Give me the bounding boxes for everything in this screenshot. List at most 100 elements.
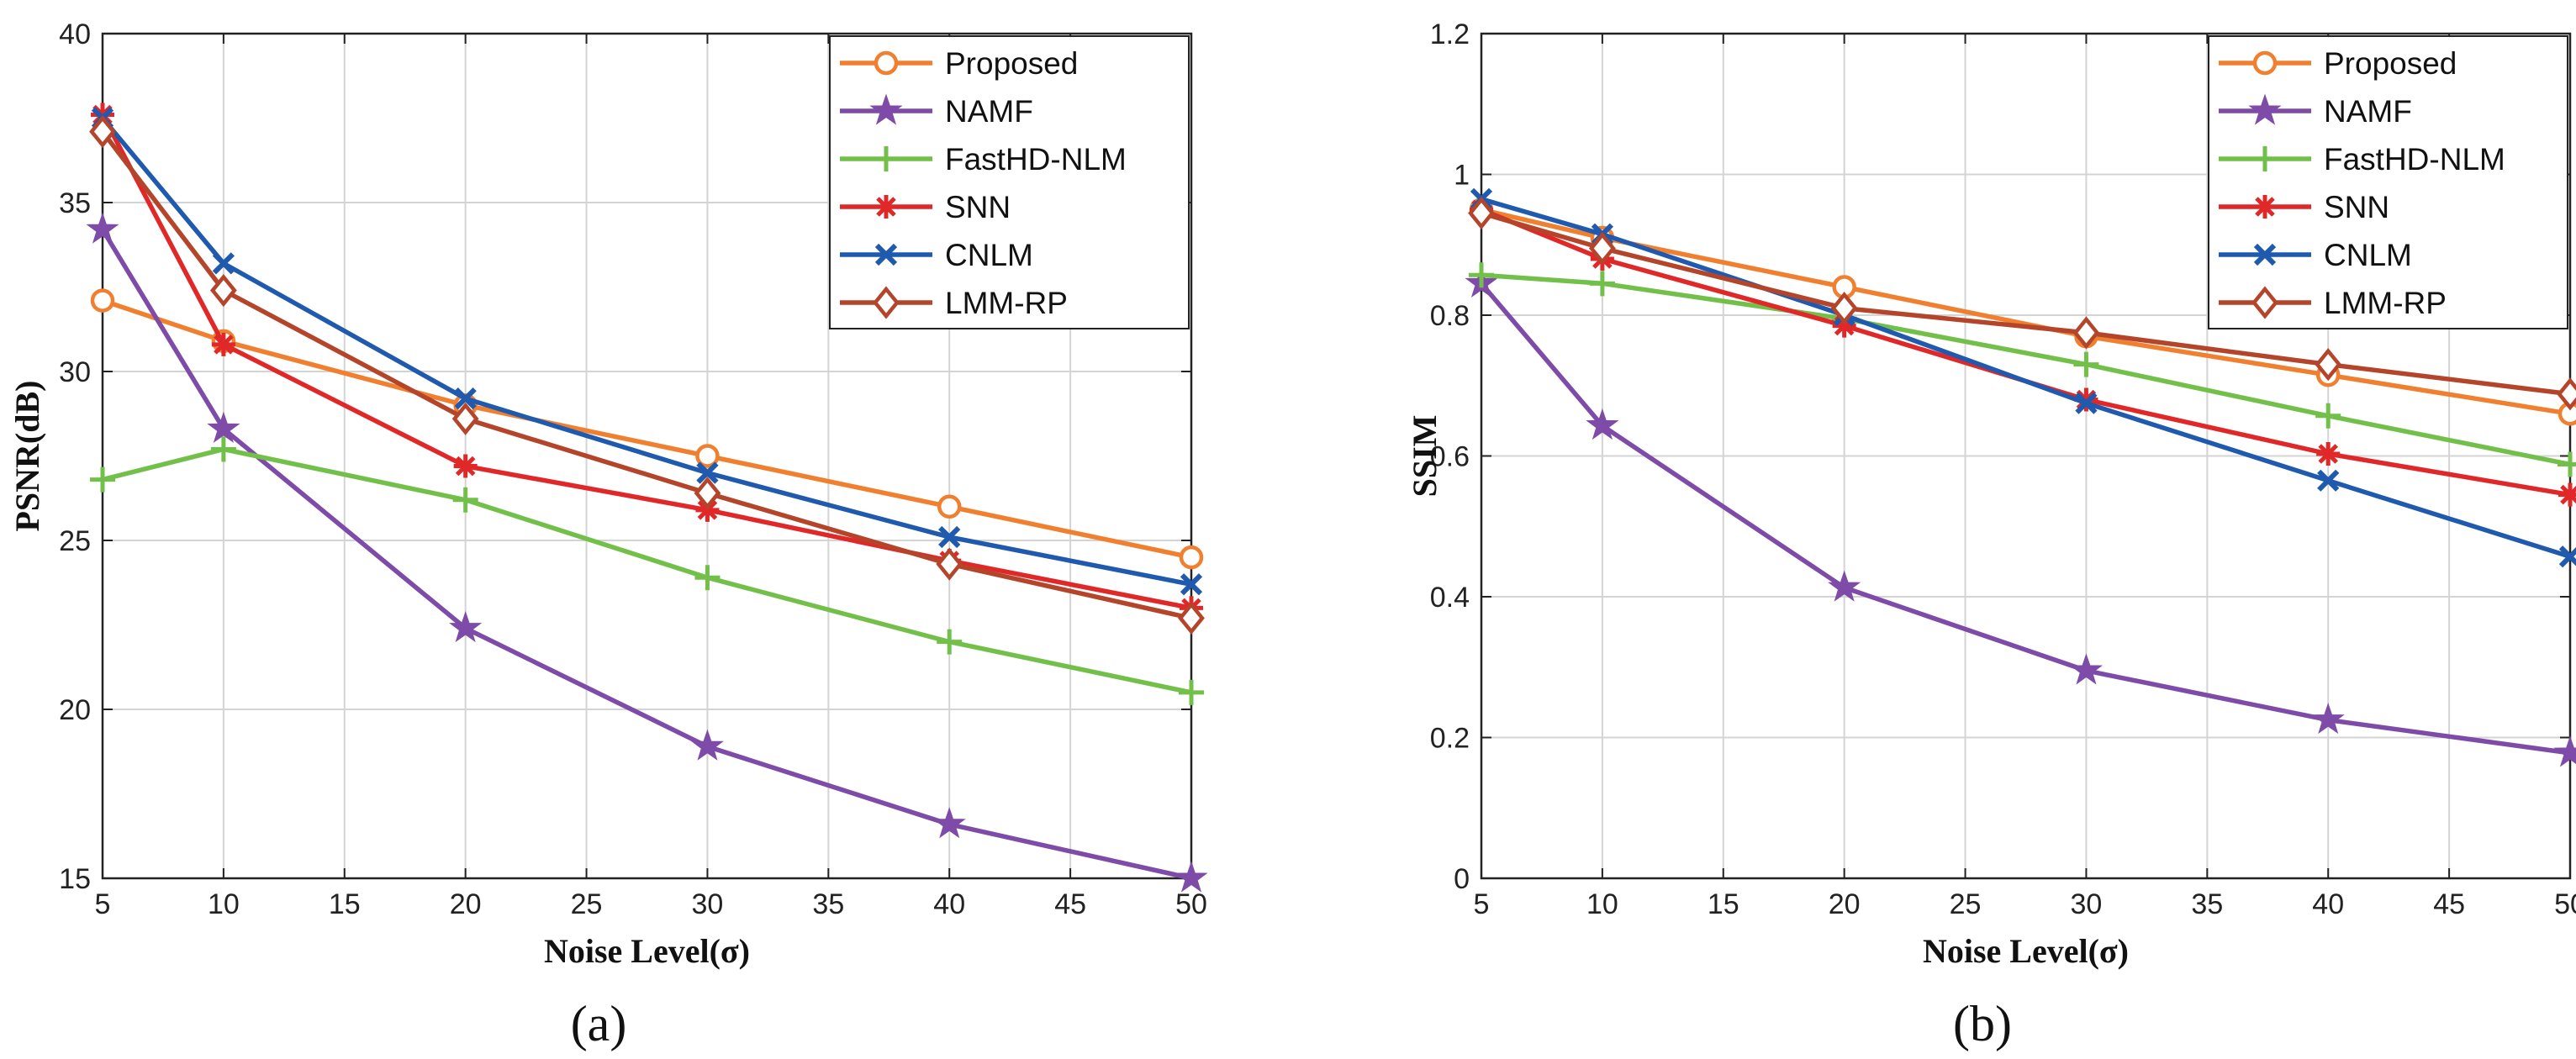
series-line xyxy=(102,446,1192,695)
legend-marker xyxy=(2248,93,2282,125)
panel-a: 5 10 15 20 25 30 35 40 45 50 15 20 25 30 35 40 Noise Lev… xyxy=(8,18,1208,1051)
plot-frame xyxy=(101,32,1193,880)
series-lmm-rp xyxy=(89,115,1205,635)
subfigure-label: (a) xyxy=(571,996,627,1051)
y-tick-label: 25 xyxy=(59,525,91,557)
legend-item-cnlm: CNLM xyxy=(2219,238,2412,272)
data-point xyxy=(2073,351,2099,377)
x-tick-label: 5 xyxy=(1474,888,1490,920)
series-line xyxy=(1480,207,2571,498)
data-point xyxy=(2316,441,2341,466)
data-point xyxy=(2553,735,2576,767)
data-point xyxy=(695,498,720,522)
legend-item-snn: SNN xyxy=(840,190,1011,224)
data-point xyxy=(207,411,240,443)
legend: Proposed NAMF FastHD-NLM SNN CNLM LMM-RP xyxy=(2208,35,2568,329)
data-point xyxy=(2315,348,2342,382)
x-tick-label: 35 xyxy=(812,888,844,920)
x-tick-label: 15 xyxy=(1708,888,1739,920)
legend-label: LMM-RP xyxy=(2324,286,2447,320)
series-line xyxy=(1481,210,2571,397)
series-line xyxy=(102,298,1192,560)
series-fasthd-nlm xyxy=(90,436,1204,705)
data-point xyxy=(449,610,483,643)
legend-marker xyxy=(2253,195,2277,219)
legend-item-namf: NAMF xyxy=(840,93,1033,129)
y-tick-label: 0.4 xyxy=(1430,582,1470,614)
data-point xyxy=(2317,469,2340,492)
x-tick-label: 25 xyxy=(1950,888,1982,920)
series-line xyxy=(100,116,1192,587)
x-tick-label: 45 xyxy=(1054,888,1086,920)
data-point xyxy=(209,273,237,308)
y-tick-label: 0.8 xyxy=(1430,300,1470,332)
x-tick-label: 20 xyxy=(1829,888,1861,920)
y-axis-label: SSIM xyxy=(1406,415,1444,498)
data-point xyxy=(1832,313,1856,338)
legend-item-snn: SNN xyxy=(2219,190,2389,224)
data-point xyxy=(212,252,235,275)
x-axis-label: Noise Level(σ) xyxy=(544,932,750,970)
legend-marker xyxy=(874,243,898,266)
legend-box xyxy=(2208,35,2568,329)
data-point xyxy=(937,494,962,519)
legend-label: CNLM xyxy=(2324,238,2412,272)
y-tick-label: 15 xyxy=(59,863,91,895)
series-line xyxy=(1481,207,2571,417)
x-tick-label: 10 xyxy=(208,888,240,920)
x-tick-label: 20 xyxy=(450,888,482,920)
series-line xyxy=(1481,197,2571,559)
data-point xyxy=(694,565,721,591)
data-point xyxy=(1830,292,1858,325)
y-tick-label: 0.6 xyxy=(1430,441,1470,473)
legend-marker xyxy=(2252,50,2278,76)
data-point xyxy=(1586,408,1619,440)
legend-label: NAMF xyxy=(945,94,1033,129)
x-tick-label: 25 xyxy=(571,888,603,920)
x-tick-label: 10 xyxy=(1586,888,1618,920)
series-namf xyxy=(86,212,1208,893)
data-point xyxy=(2072,316,2100,350)
legend-marker xyxy=(874,146,899,171)
x-tick-label: 50 xyxy=(2554,888,2576,920)
data-point xyxy=(2558,451,2576,477)
data-point xyxy=(90,288,115,313)
data-point xyxy=(452,487,478,513)
series-line xyxy=(100,129,1192,621)
legend-item-fasthd-nlm: FastHD-NLM xyxy=(840,142,1127,176)
series-line xyxy=(100,113,1192,611)
series-lmm-rp xyxy=(1468,196,2576,411)
y-tick-label: 1.2 xyxy=(1430,18,1470,50)
data-point xyxy=(2558,482,2576,507)
legend-item-namf: NAMF xyxy=(2219,93,2412,129)
panel-b: 5 10 15 20 25 30 35 40 45 50 0 0.2 0.4 0.6 0.8 1 1.2 Nois… xyxy=(1406,18,2576,1051)
legend-item-proposed: Proposed xyxy=(2219,46,2457,81)
legend-item-cnlm: CNLM xyxy=(840,238,1033,272)
series-line xyxy=(1479,282,2571,756)
x-tick-label: 40 xyxy=(933,888,965,920)
legend-marker xyxy=(873,286,900,319)
series-namf xyxy=(1465,266,2576,767)
data-point xyxy=(1175,861,1208,893)
x-tick-label: 15 xyxy=(329,888,361,920)
subfigure-label: (b) xyxy=(1953,996,2012,1051)
legend-box xyxy=(829,35,1190,329)
legend-label: LMM-RP xyxy=(945,286,1068,320)
legend-label: Proposed xyxy=(945,46,1078,81)
data-point xyxy=(694,477,721,510)
series-line xyxy=(100,228,1192,881)
data-point xyxy=(454,387,477,410)
legend-marker xyxy=(874,195,898,219)
y-axis-label: PSNR(dB) xyxy=(8,380,46,531)
data-point xyxy=(932,807,966,839)
data-point xyxy=(1179,679,1204,705)
data-point xyxy=(2069,653,2103,685)
y-tick-label: 35 xyxy=(59,187,91,219)
data-point xyxy=(1828,570,1861,602)
data-point xyxy=(211,332,235,356)
y-tick-label: 0 xyxy=(1454,863,1470,895)
series-proposed xyxy=(90,288,1204,570)
y-tick-label: 40 xyxy=(59,18,91,50)
data-point xyxy=(86,212,119,244)
